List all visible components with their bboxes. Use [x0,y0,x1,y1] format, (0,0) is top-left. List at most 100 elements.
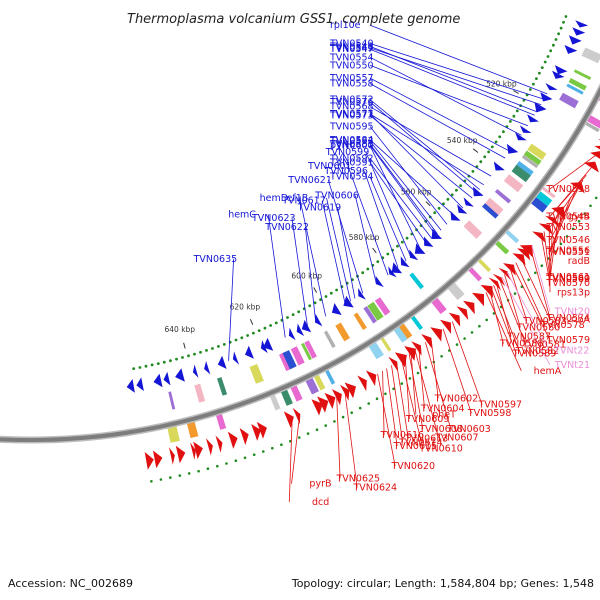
forward-cds-arrow [301,319,312,333]
outer-dot-mark [424,366,428,369]
reverse-cds-arrow [448,312,461,327]
inner-dot-mark [557,32,560,36]
forward-label-leader [364,170,399,268]
inner-dot-mark [535,77,538,80]
inner-dot-mark [144,364,148,368]
reverse-label-leader [488,288,504,344]
reverse-cds-arrow [463,300,475,315]
forward-cds-arrow [175,368,185,382]
forward-gene-label: TVN0572 [329,95,374,106]
reverse-cds-arrow [215,435,223,453]
outer-dot-mark [252,453,256,457]
forward-cds-arrow [463,197,474,207]
kbp-tick-label: 560 kbp [401,188,432,197]
inner-dot-mark [459,184,462,188]
inner-dot-mark [552,43,555,47]
reverse-label-leader [386,368,398,446]
inner-category-block [290,346,305,366]
inner-dot-mark [532,82,535,86]
inner-category-block [367,301,384,321]
reverse-cds-arrow [492,273,506,287]
outer-category-block [530,196,548,213]
reverse-gene-label: TVN0561 [545,272,590,283]
inner-dot-mark [150,363,154,367]
reverse-label-leader [549,190,576,253]
outer-category-block [215,412,227,430]
reverse-cds-arrow [456,306,469,320]
reverse-gene-label: hemA [534,366,562,377]
forward-gene-label: TVN0554 [329,52,374,63]
reverse-gene-label: TVN0597 [478,400,523,411]
reverse-cds-arrow [472,292,484,307]
outer-dot-mark [262,450,265,453]
outer-dot-mark [187,472,191,475]
forward-cds-arrow [136,377,144,392]
outer-dot-mark [559,242,563,246]
forward-label-leader [369,99,480,190]
forward-gene-label: TVN0558 [329,79,374,90]
outer-dot-mark [289,439,292,443]
inner-dot-mark [132,367,136,370]
forward-label-leader [369,56,522,136]
reverse-gene-label: TVN0544 [545,211,590,222]
reverse-gene-label: TVN0546 [545,235,590,246]
forward-cds-arrow [375,275,384,288]
outer-category-block [467,266,483,282]
forward-cds-arrow [534,102,547,113]
inner-dot-mark [543,60,547,64]
inner-dot-mark [335,288,338,292]
inner-dot-mark [187,354,190,358]
inner-dot-mark [274,321,278,325]
reverse-label-leader [391,365,404,443]
reverse-gene-label: TVN0615 [393,441,438,452]
outer-category-block [305,376,319,395]
reverse-label-leader [490,287,517,354]
outer-dot-mark [234,459,238,463]
reverse-gene-label: TVN0610 [418,443,463,454]
outer-dot-mark [478,324,481,328]
inner-dot-mark [263,326,267,330]
forward-cds-arrow [314,314,323,327]
reverse-gene-label: pyrB [309,479,331,490]
forward-label-leader [299,197,327,317]
outer-dot-mark [540,264,544,268]
inner-dot-mark [324,295,328,298]
reverse-cds-arrow [311,399,323,416]
forward-gene-label: ef1B [287,193,309,204]
reverse-gene-label: TVN0614 [398,437,443,448]
inner-dot-mark [538,71,541,75]
forward-cds-arrow [545,83,558,91]
forward-cds-arrow [391,262,403,274]
rna-gene-label: TVNt20 [554,307,590,318]
outer-dot-mark [197,469,200,473]
reverse-gene-label: TVN0625 [336,473,381,484]
forward-cds-arrow [554,65,568,75]
inner-dot-mark [442,202,445,206]
forward-gene-label: TVN0593 [329,136,374,147]
outer-dot-mark [416,371,420,375]
reverse-cds-arrow [206,438,213,456]
kbp-tick-mark [313,287,318,293]
inner-dot-mark [515,109,519,113]
forward-cds-arrow [126,379,135,393]
rna-gene-label: TVNt22 [553,346,589,357]
forward-gene-label: TVN0619 [297,203,342,214]
forward-label-leader [369,115,473,199]
inner-category-block [482,203,499,219]
outer-category-block [313,373,326,391]
forward-label-leader [304,226,317,322]
outer-dot-mark [315,428,319,432]
forward-label-leader [321,200,346,305]
reverse-gene-label: TVN0587 [506,332,551,343]
inner-category-block [335,322,350,342]
inner-category-block [194,383,206,403]
inner-category-block [515,161,534,178]
inner-dot-mark [433,211,437,215]
reverse-gene-label: TVN0570 [545,278,590,289]
forward-label-leader [369,113,464,209]
reverse-label-leader [336,396,341,479]
reverse-cds-arrow [480,284,493,298]
reverse-label-leader [400,358,424,449]
forward-label-leader [369,106,492,177]
outer-dot-mark [400,382,404,385]
